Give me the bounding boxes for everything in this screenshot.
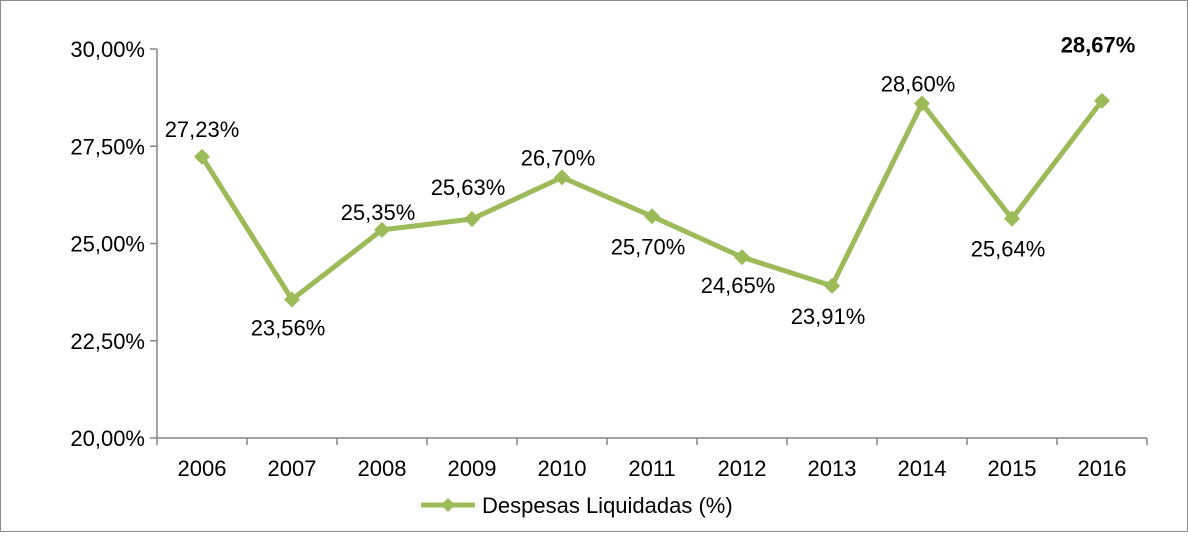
x-tick-label: 2012 <box>718 456 767 481</box>
data-point-marker <box>914 95 930 112</box>
data-label: 28,60% <box>881 71 956 96</box>
x-tick-label: 2007 <box>268 456 317 481</box>
x-axis-ticks: 2006 2007 2008 2009 2010 2011 2012 2013 2014 2015… <box>156 438 1148 481</box>
x-tick-label: 2016 <box>1078 456 1127 481</box>
data-point-marker <box>374 221 390 238</box>
data-point-marker <box>734 249 750 266</box>
data-label: 25,70% <box>611 234 686 259</box>
data-label: 28,67% <box>1061 33 1136 58</box>
data-point-marker <box>554 169 570 186</box>
data-label: 24,65% <box>701 273 776 298</box>
y-axis-ticks: 20,00% 22,50% 25,00% 27,50% 30,00% <box>70 37 157 451</box>
y-tick-label: 20,00% <box>70 426 145 451</box>
data-labels: 27,23% 23,56% 25,35% 25,63% 26,70% 25,70% 24,6… <box>165 33 1136 341</box>
data-point-marker <box>1094 92 1110 109</box>
y-tick-label: 27,50% <box>70 134 145 159</box>
data-point-marker <box>284 291 300 308</box>
y-tick-label: 30,00% <box>70 37 145 62</box>
legend-label: Despesas Liquidadas (%) <box>482 493 733 518</box>
data-label: 26,70% <box>521 145 596 170</box>
x-tick-label: 2008 <box>358 456 407 481</box>
data-point-marker <box>644 208 660 225</box>
x-tick-label: 2009 <box>448 456 497 481</box>
data-point-marker <box>194 148 210 165</box>
x-tick-label: 2015 <box>988 456 1037 481</box>
data-label: 25,64% <box>971 237 1046 262</box>
data-point-marker <box>824 277 840 294</box>
data-label: 25,35% <box>341 200 416 225</box>
y-tick-label: 22,50% <box>70 329 145 354</box>
x-tick-label: 2013 <box>808 456 857 481</box>
x-tick-label: 2011 <box>628 456 675 481</box>
data-label: 23,56% <box>251 316 326 341</box>
series-despesas-liquidadas <box>194 92 1110 308</box>
legend-marker-icon <box>441 498 455 512</box>
x-tick-label: 2010 <box>538 456 587 481</box>
data-point-marker <box>464 210 480 227</box>
data-label: 23,91% <box>791 304 866 329</box>
data-point-marker <box>1004 210 1020 227</box>
series-line <box>199 99 1104 303</box>
y-tick-label: 25,00% <box>70 232 145 257</box>
x-tick-label: 2014 <box>898 456 947 481</box>
data-label: 25,63% <box>431 175 506 200</box>
x-tick-label: 2006 <box>178 456 227 481</box>
legend: Despesas Liquidadas (%) <box>421 493 733 518</box>
data-label: 27,23% <box>165 117 240 142</box>
